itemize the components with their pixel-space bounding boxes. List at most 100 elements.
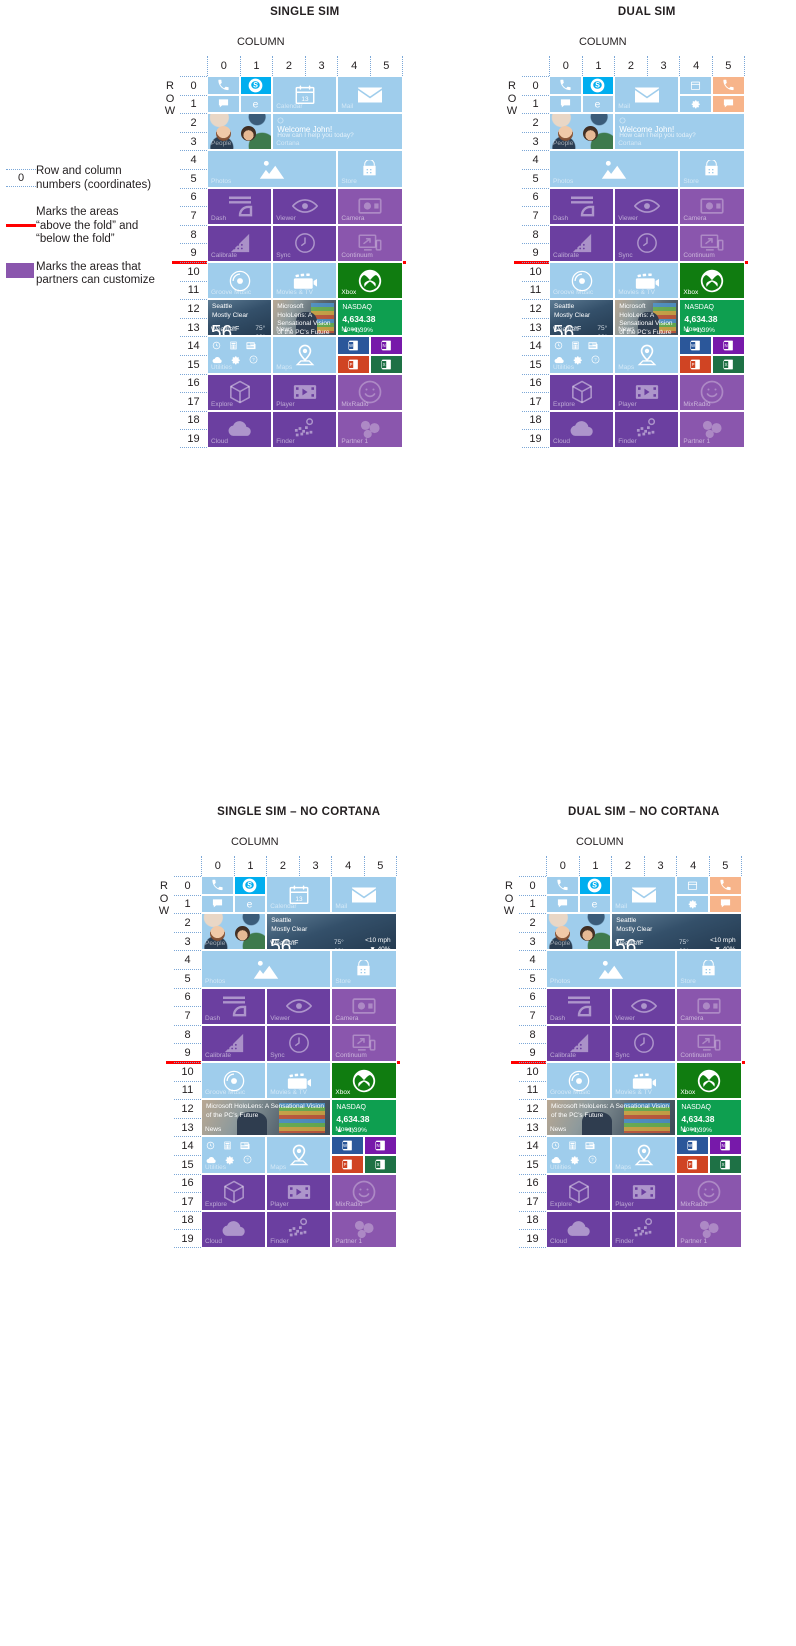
tile-messaging-sim2[interactable] — [709, 894, 742, 914]
tile-news[interactable]: Microsoft HoloLens: A Sensational Vision… — [614, 299, 680, 337]
tile-excel[interactable]: X — [364, 1155, 397, 1174]
tile-player[interactable]: Player — [614, 373, 680, 411]
tile-onenote[interactable]: N — [364, 1136, 397, 1155]
tile-messaging[interactable] — [549, 94, 582, 114]
tile-finder[interactable]: Finder — [272, 410, 338, 448]
tile-sync[interactable]: Sync — [611, 1024, 677, 1062]
tile-onenote[interactable]: N — [712, 336, 745, 355]
tile-phone[interactable] — [549, 76, 582, 95]
tile-groove-music[interactable]: Groove Music — [546, 1062, 612, 1100]
tile-edge[interactable]: e — [233, 894, 267, 914]
tile-player[interactable]: Player — [272, 373, 338, 411]
tile-xbox[interactable]: Xbox — [679, 262, 745, 300]
tile-word[interactable]: W — [676, 1136, 709, 1155]
tile-phone-sim2[interactable] — [712, 76, 745, 95]
tile-powerpoint[interactable]: P — [331, 1155, 364, 1174]
tile-powerpoint[interactable]: P — [679, 355, 712, 374]
tile-camera[interactable]: Camera — [337, 187, 403, 225]
tile-messaging-sim2[interactable] — [712, 94, 745, 114]
tile-powerpoint[interactable]: P — [337, 355, 370, 374]
tile-viewer[interactable]: Viewer — [272, 187, 338, 225]
tile-calendar[interactable]: 13 Calendar — [272, 76, 338, 114]
tile-utilities[interactable]: ? Utilities — [201, 1136, 267, 1174]
tile-calibrate[interactable]: Calibrate — [207, 224, 273, 262]
tile-maps[interactable]: Maps — [272, 336, 338, 374]
tile-sync[interactable]: Sync — [614, 224, 680, 262]
tile-calendar[interactable] — [679, 76, 712, 95]
tile-camera[interactable]: Camera — [676, 987, 742, 1025]
tile-groove-music[interactable]: Groove Music — [201, 1062, 267, 1100]
tile-messaging[interactable] — [546, 894, 579, 914]
tile-utilities[interactable]: ? Utilities — [549, 336, 615, 374]
tile-continuum[interactable]: Continuum — [679, 224, 745, 262]
tile-phone-sim2[interactable] — [709, 876, 742, 895]
tile-camera[interactable]: Camera — [679, 187, 745, 225]
tile-player[interactable]: Player — [266, 1173, 332, 1211]
tile-cloud[interactable]: Cloud — [201, 1210, 267, 1248]
tile-dash[interactable]: Dash — [549, 187, 615, 225]
tile-calibrate[interactable]: Calibrate — [546, 1024, 612, 1062]
tile-mail[interactable]: Mail — [331, 876, 397, 914]
tile-partner-app[interactable]: Partner 1 — [331, 1210, 397, 1248]
tile-movies-tv[interactable]: Movies & TV — [614, 262, 680, 300]
tile-explore[interactable]: Explore — [549, 373, 615, 411]
tile-word[interactable]: W — [331, 1136, 364, 1155]
tile-sync[interactable]: Sync — [272, 224, 338, 262]
tile-mixradio[interactable]: MixRadio — [676, 1173, 742, 1211]
tile-viewer[interactable]: Viewer — [266, 987, 332, 1025]
tile-news[interactable]: Microsoft HoloLens: A Sensational Vision… — [546, 1099, 677, 1137]
tile-calendar[interactable]: 13 Calendar — [266, 876, 332, 914]
tile-onenote[interactable]: N — [370, 336, 403, 355]
tile-photos[interactable]: Photos — [207, 150, 338, 188]
tile-people[interactable]: People — [549, 113, 615, 151]
tile-photos[interactable]: Photos — [546, 950, 677, 988]
tile-calibrate[interactable]: Calibrate — [549, 224, 615, 262]
tile-excel[interactable]: X — [370, 355, 403, 374]
tile-explore[interactable]: Explore — [207, 373, 273, 411]
tile-finder[interactable]: Finder — [266, 1210, 332, 1248]
tile-mixradio[interactable]: MixRadio — [331, 1173, 397, 1211]
tile-phone[interactable] — [207, 76, 240, 95]
tile-excel[interactable]: X — [709, 1155, 742, 1174]
tile-skype[interactable] — [233, 876, 267, 895]
tile-settings[interactable] — [676, 894, 709, 914]
tile-groove-music[interactable]: Groove Music — [207, 262, 273, 300]
tile-skype[interactable] — [239, 76, 273, 95]
tile-skype[interactable] — [581, 76, 615, 95]
tile-maps[interactable]: Maps — [611, 1136, 677, 1174]
tile-people[interactable]: People — [546, 913, 612, 951]
tile-cloud[interactable]: Cloud — [549, 410, 615, 448]
tile-mail[interactable]: Mail — [611, 876, 677, 914]
tile-people[interactable]: People — [201, 913, 267, 951]
tile-partner-app[interactable]: Partner 1 — [337, 410, 403, 448]
tile-store[interactable]: Store — [331, 950, 397, 988]
tile-cloud[interactable]: Cloud — [207, 410, 273, 448]
tile-skype[interactable] — [578, 876, 612, 895]
tile-dash[interactable]: Dash — [546, 987, 612, 1025]
tile-settings[interactable] — [679, 94, 712, 114]
tile-movies-tv[interactable]: Movies & TV — [611, 1062, 677, 1100]
tile-movies-tv[interactable]: Movies & TV — [272, 262, 338, 300]
tile-mixradio[interactable]: MixRadio — [337, 373, 403, 411]
tile-cortana[interactable]: Welcome John! How can I help you today? … — [272, 113, 403, 151]
tile-continuum[interactable]: Continuum — [676, 1024, 742, 1062]
tile-edge[interactable]: e — [581, 94, 615, 114]
tile-onenote[interactable]: N — [709, 1136, 742, 1155]
tile-word[interactable]: W — [679, 336, 712, 355]
tile-photos[interactable]: Photos — [201, 950, 332, 988]
tile-mixradio[interactable]: MixRadio — [679, 373, 745, 411]
tile-powerpoint[interactable]: P — [676, 1155, 709, 1174]
tile-edge[interactable]: e — [239, 94, 273, 114]
tile-continuum[interactable]: Continuum — [331, 1024, 397, 1062]
tile-viewer[interactable]: Viewer — [611, 987, 677, 1025]
tile-dash[interactable]: Dash — [207, 187, 273, 225]
tile-cloud[interactable]: Cloud — [546, 1210, 612, 1248]
tile-people[interactable]: People — [207, 113, 273, 151]
tile-store[interactable]: Store — [676, 950, 742, 988]
